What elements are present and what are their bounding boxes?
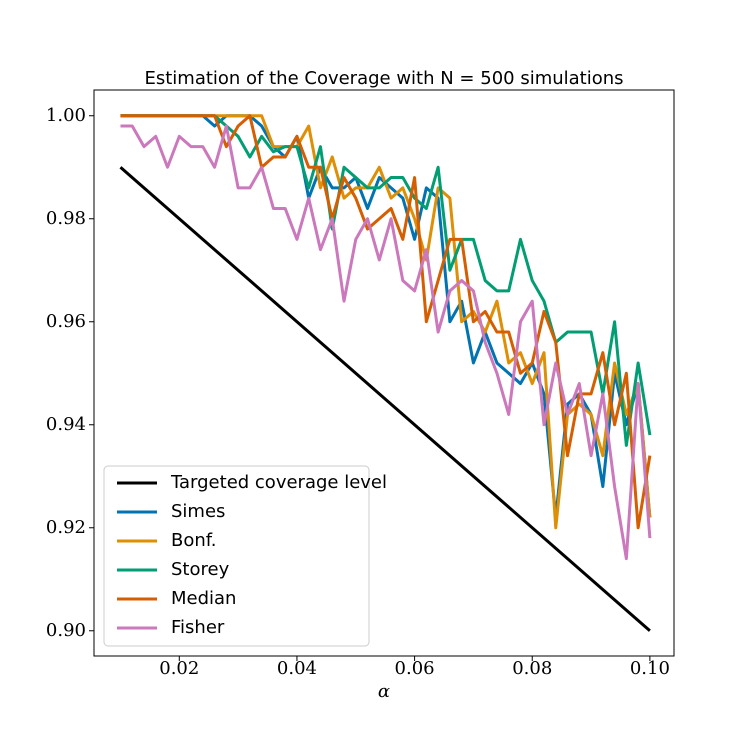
chart-title: Estimation of the Coverage with N = 500 … xyxy=(144,68,623,89)
x-tick-label: 0.02 xyxy=(159,658,199,679)
legend-label: Targeted coverage level xyxy=(170,472,387,493)
series-line xyxy=(120,114,652,519)
legend-box xyxy=(103,465,370,647)
legend: Targeted coverage level Simes Bonf. Storey M… xyxy=(103,465,387,647)
series-line xyxy=(120,124,652,561)
x-tick-label: 0.04 xyxy=(277,658,317,679)
y-tick-label: 0.94 xyxy=(46,414,86,435)
y-tick-label: 0.90 xyxy=(46,620,86,641)
legend-label: Bonf. xyxy=(171,530,217,551)
y-tick-label: 0.98 xyxy=(46,208,86,229)
legend-label: Storey xyxy=(171,559,230,580)
x-tick-label: 0.10 xyxy=(630,658,670,679)
y-tick-label: 0.96 xyxy=(46,311,86,332)
x-axis-label: α xyxy=(378,681,390,702)
legend-label: Simes xyxy=(171,501,225,522)
series-line xyxy=(120,114,652,447)
x-tick-label: 0.08 xyxy=(512,658,552,679)
series-line xyxy=(120,114,652,530)
y-tick-label: 0.92 xyxy=(46,517,86,538)
legend-label: Median xyxy=(171,588,236,609)
x-tick-label: 0.06 xyxy=(395,658,435,679)
plot-frame xyxy=(93,89,675,657)
y-tick-label: 1.00 xyxy=(46,105,86,126)
legend-label: Fisher xyxy=(171,617,225,638)
series-line xyxy=(119,166,651,632)
